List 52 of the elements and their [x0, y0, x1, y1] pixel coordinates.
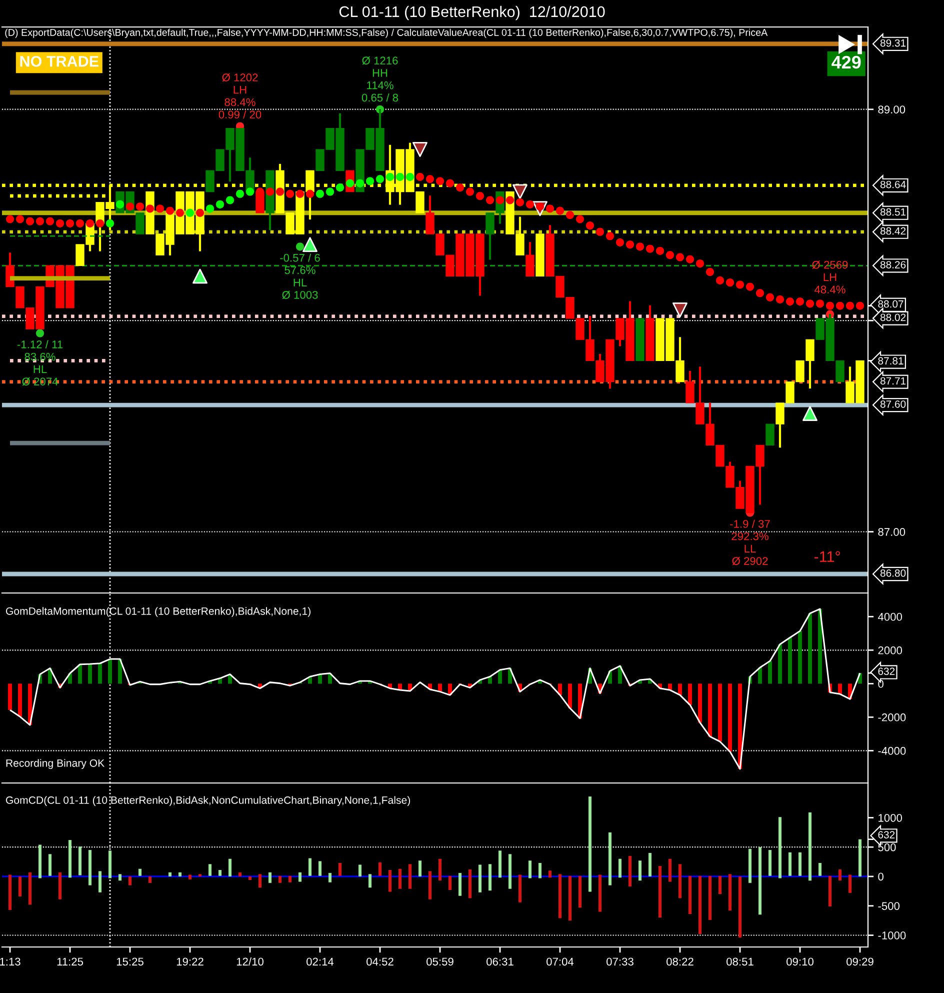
annotation: NO TRADE	[20, 56, 98, 67]
annotation: 429	[832, 56, 861, 69]
x-tick-label: 08:51	[726, 958, 754, 966]
ref-line-label: 87.71	[880, 377, 906, 385]
x-tick-label: 12/10	[236, 957, 264, 966]
y-tick-label: -2000	[878, 713, 906, 722]
y-tick-label: 2000	[878, 646, 902, 654]
y-tick-label: 89.00	[878, 106, 906, 114]
ref-line-label: 88.02	[880, 314, 906, 322]
y-tick-label: 632	[878, 831, 895, 838]
y-tick-label: 0	[878, 872, 884, 881]
y-tick-label: 1000	[878, 814, 902, 822]
x-tick-label: 07:33	[606, 958, 634, 966]
annotation: -11°	[814, 551, 840, 562]
y-tick-label: 87.81	[878, 357, 904, 365]
y-tick-label: 87.00	[878, 528, 906, 536]
x-tick-label: 11:25	[57, 958, 84, 966]
x-tick-label: 19:22	[176, 958, 204, 966]
ref-line-label: 88.51	[880, 208, 906, 216]
ref-line-label: 88.64	[880, 180, 906, 188]
x-tick-label: 09:10	[786, 958, 814, 966]
ref-line-label: 87.60	[880, 400, 906, 408]
y-tick-label: 88.07	[878, 300, 904, 308]
y-tick-label: 632	[878, 668, 895, 676]
x-tick-label: 04:52	[366, 958, 394, 966]
data-label: -1.12 / 11 83.6% HL Ø 2074	[17, 340, 63, 386]
x-tick-label: 06:31	[486, 958, 514, 966]
chart-subtitle: (D) ExportData(C:\Users\Bryan,txt,default,True,,,False,YYYY-MM-DD,HH:MM:SS,False) / CalculateValueArea(CL 01-11 (10 BetterRenko),False,6,30,0.7,VWTPO,6.75), PriceA	[5, 28, 768, 38]
ref-line-label: 89.31	[880, 39, 906, 47]
chart-title: CL 01-11 (10 BetterRenko) 12/10/2010	[339, 6, 605, 20]
data-label: -0.57 / 6 57.6% HL Ø 1003	[280, 254, 320, 300]
y-tick-label: -500	[878, 902, 900, 910]
ref-line-label: 86.80	[880, 569, 906, 577]
y-tick-label: -4000	[878, 746, 906, 755]
annotation: Recording Binary OK	[6, 759, 104, 769]
ref-line-label: 88.26	[880, 261, 906, 268]
x-tick-label: 1:13	[0, 958, 20, 966]
y-tick-label: -1000	[878, 932, 906, 940]
y-tick-label: 4000	[878, 612, 902, 621]
x-tick-label: 09:29	[846, 958, 874, 966]
y-tick-label: 500	[878, 843, 896, 852]
x-tick-label: 02:14	[306, 958, 334, 966]
ref-line-label: 88.42	[880, 227, 906, 235]
text: GomCD(CL 01-11 (10 BetterRenko),BidAsk,NonCumulativeChart,Binary,None,1,False)	[6, 796, 410, 806]
data-label: Ø 1202 LH 88.4% 0.99 / 20	[218, 73, 262, 119]
x-tick-label: 15:25	[116, 958, 144, 966]
text: GomDeltaMomentum(CL 01-11 (10 BetterRenko),BidAsk,None,1)	[6, 607, 310, 617]
data-label: -1.9 / 37 292.3% LL Ø 2902	[730, 520, 770, 566]
data-label: Ø 1216 HH 114% 0.65 / 8	[362, 56, 398, 102]
x-tick-label: 08:22	[666, 958, 694, 966]
x-tick-label: 05:59	[426, 958, 454, 966]
x-tick-label: 07:04	[546, 958, 574, 966]
